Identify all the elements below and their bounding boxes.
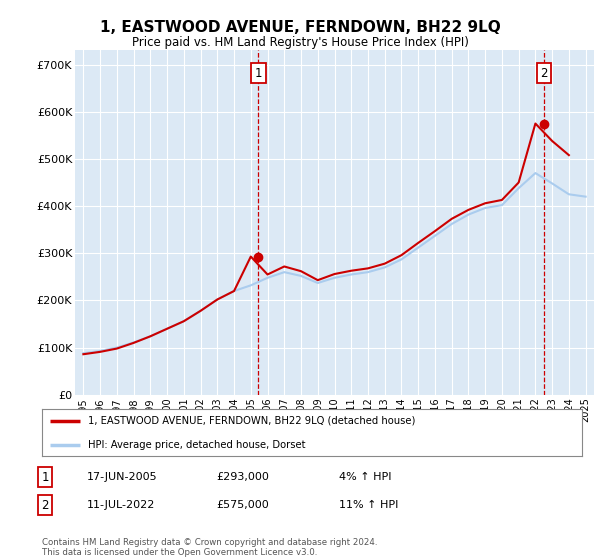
Text: 1, EASTWOOD AVENUE, FERNDOWN, BH22 9LQ: 1, EASTWOOD AVENUE, FERNDOWN, BH22 9LQ xyxy=(100,20,500,35)
Text: 1, EASTWOOD AVENUE, FERNDOWN, BH22 9LQ (detached house): 1, EASTWOOD AVENUE, FERNDOWN, BH22 9LQ (… xyxy=(88,416,415,426)
Text: 11% ↑ HPI: 11% ↑ HPI xyxy=(339,500,398,510)
Text: Price paid vs. HM Land Registry's House Price Index (HPI): Price paid vs. HM Land Registry's House … xyxy=(131,36,469,49)
Text: 17-JUN-2005: 17-JUN-2005 xyxy=(87,472,158,482)
Text: 2: 2 xyxy=(41,498,49,512)
Text: 2: 2 xyxy=(541,67,548,80)
Text: 4% ↑ HPI: 4% ↑ HPI xyxy=(339,472,391,482)
Text: HPI: Average price, detached house, Dorset: HPI: Average price, detached house, Dors… xyxy=(88,440,305,450)
Text: £293,000: £293,000 xyxy=(216,472,269,482)
Text: 11-JUL-2022: 11-JUL-2022 xyxy=(87,500,155,510)
Text: £575,000: £575,000 xyxy=(216,500,269,510)
Text: Contains HM Land Registry data © Crown copyright and database right 2024.
This d: Contains HM Land Registry data © Crown c… xyxy=(42,538,377,557)
Text: 1: 1 xyxy=(255,67,262,80)
Text: 1: 1 xyxy=(41,470,49,484)
